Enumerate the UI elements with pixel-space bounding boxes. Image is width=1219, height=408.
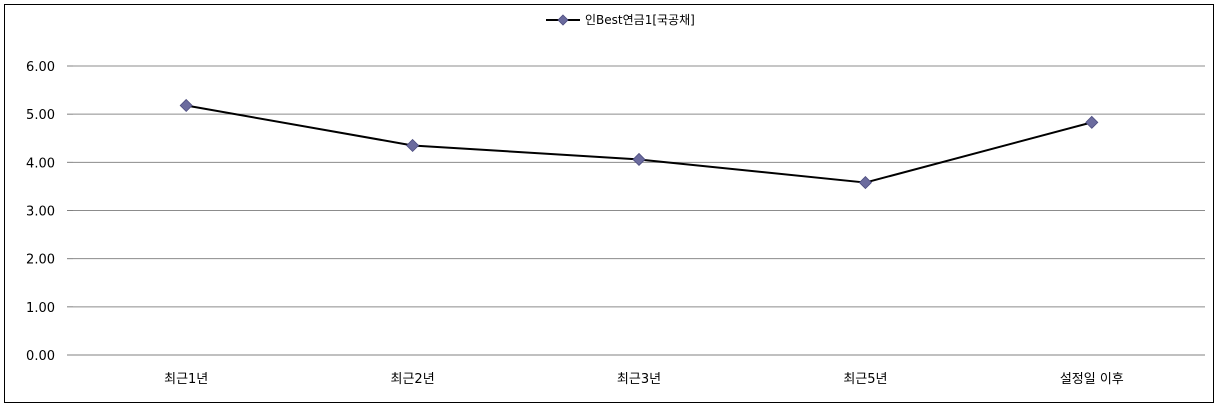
y-tick-label: 0.00 bbox=[26, 349, 55, 364]
legend-marker bbox=[557, 14, 569, 26]
y-tick-label: 3.00 bbox=[26, 205, 55, 220]
x-tick-label: 최근3년 bbox=[617, 372, 661, 387]
data-point-marker bbox=[406, 138, 420, 153]
x-tick-label: 설정일 이후 bbox=[1060, 372, 1124, 387]
x-axis-ticks: 최근1년 최근2년 최근3년 최근5년 설정일 이후 bbox=[164, 372, 1124, 387]
series-line bbox=[186, 104, 1093, 184]
series-group bbox=[179, 98, 1099, 190]
y-axis-ticks: 0.00 1.00 2.00 3.00 4.00 5.00 6.00 bbox=[26, 60, 73, 364]
data-point-marker bbox=[179, 98, 193, 113]
x-tick-label: 최근2년 bbox=[391, 372, 435, 387]
x-tick-label: 최근1년 bbox=[164, 372, 208, 387]
y-tick-label: 1.00 bbox=[26, 301, 55, 316]
data-point-marker bbox=[1085, 115, 1099, 129]
legend: 인Best연금1[국공채] bbox=[546, 13, 695, 27]
chart-frame bbox=[4, 4, 1214, 403]
y-tick-label: 2.00 bbox=[26, 253, 55, 268]
legend-label: 인Best연금1[국공채] bbox=[585, 13, 695, 27]
data-point-marker bbox=[858, 175, 872, 190]
x-tick-label: 최근5년 bbox=[843, 372, 887, 387]
y-tick-label: 4.00 bbox=[26, 156, 55, 171]
data-point-marker bbox=[632, 152, 646, 167]
y-tick-label: 6.00 bbox=[26, 60, 55, 75]
gridlines bbox=[73, 65, 1205, 356]
y-tick-label: 5.00 bbox=[26, 108, 55, 123]
